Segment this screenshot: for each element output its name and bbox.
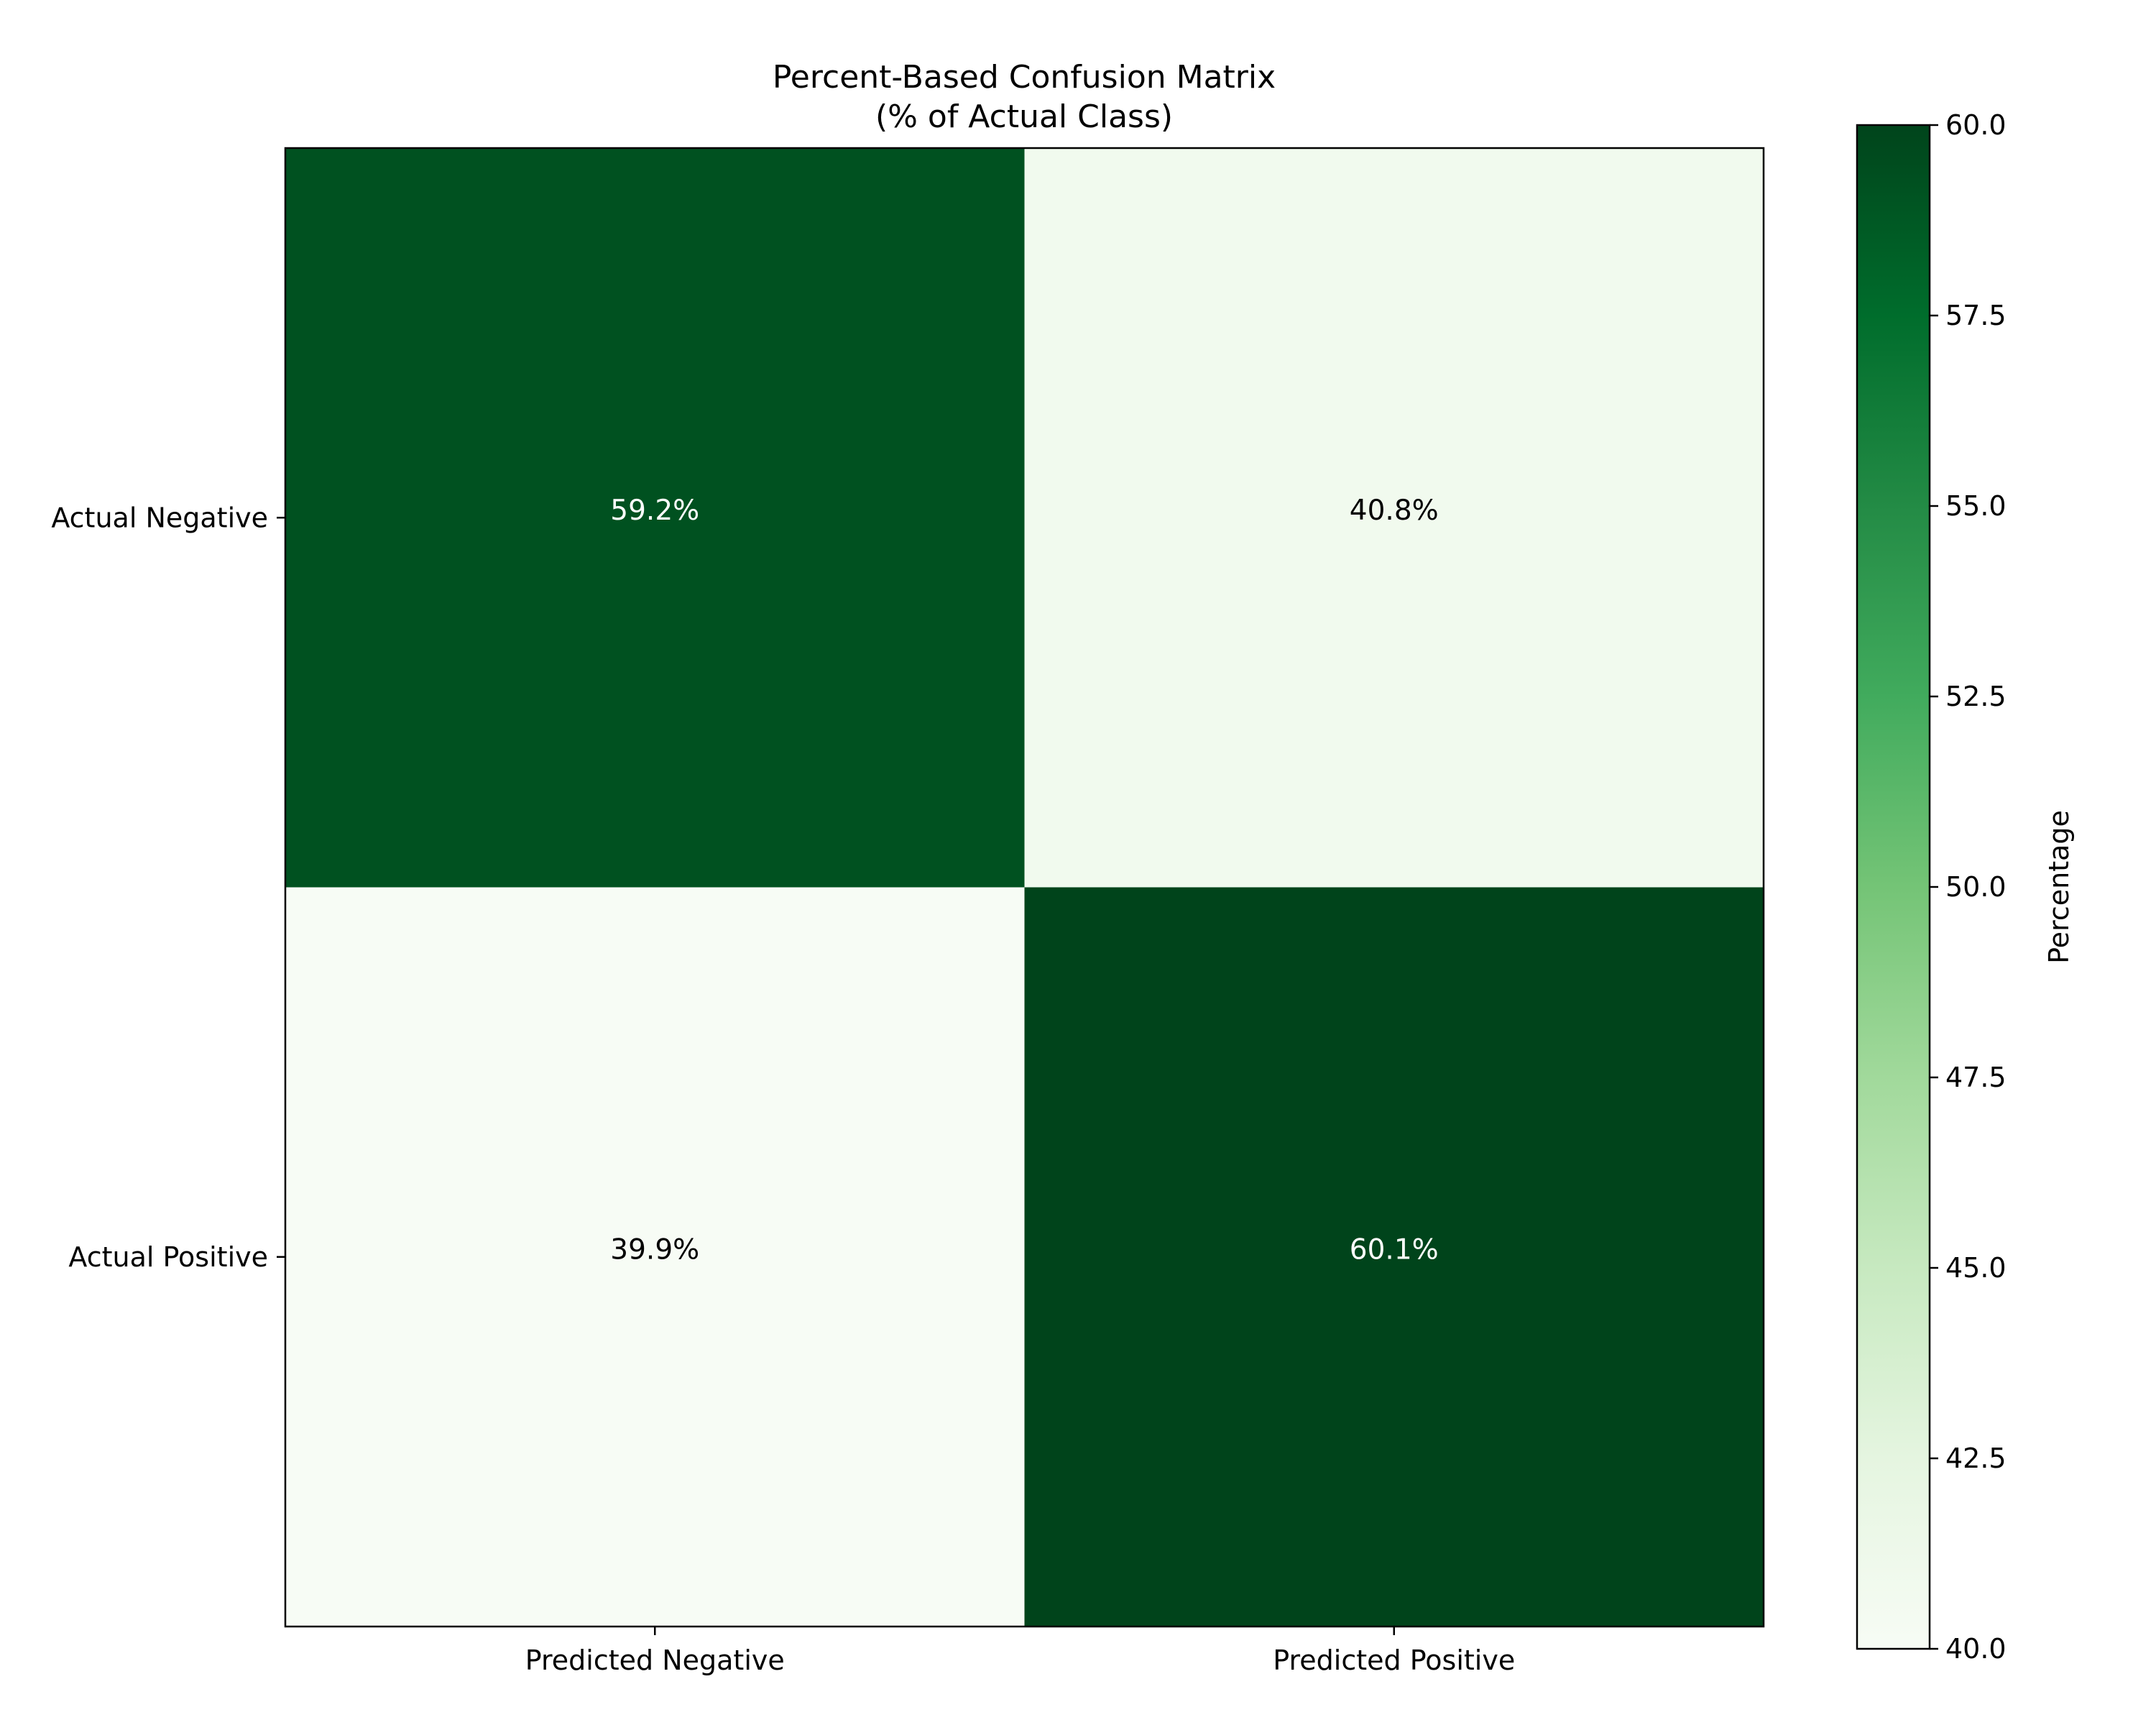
axis-ticks: Actual Negative Actual Positive Predicted … xyxy=(51,502,1515,1676)
colorbar-tick-label: 55.0 xyxy=(1945,490,2007,522)
y-tick-label: Actual Negative xyxy=(51,502,268,533)
colorbar-tick-label: 50.0 xyxy=(1945,871,2007,903)
colorbar-ticks: 40.0 42.5 45.0 47.5 50.0 52.5 55.0 57.5 60.0 xyxy=(1930,109,2007,1665)
heatmap-cell-r0-c0 xyxy=(285,148,1025,888)
plot-frame xyxy=(284,147,1765,1628)
colorbar-tick-label: 60.0 xyxy=(1945,109,2007,141)
heatmap-cell-label-r0-c0: 59.2% xyxy=(610,494,699,527)
colorbar-tick-label: 52.5 xyxy=(1945,681,2007,712)
heatmap-cell-r1-c0 xyxy=(285,887,1025,1627)
heatmap-annotations: 59.2% 40.8% 39.9% 60.1% xyxy=(610,494,1438,1266)
x-tick-label: Predicted Negative xyxy=(525,1644,785,1676)
x-tick-label: Predicted Positive xyxy=(1273,1644,1515,1676)
colorbar-tick-label: 57.5 xyxy=(1945,300,2007,331)
colorbar-tick-label: 45.0 xyxy=(1945,1252,2007,1284)
heatmap-cell-label-r0-c1: 40.8% xyxy=(1350,494,1439,527)
colorbar-label: Percentage xyxy=(2043,810,2075,964)
chart-title-line-1: Percent-Based Confusion Matrix xyxy=(773,59,1276,96)
colorbar-tick-label: 40.0 xyxy=(1945,1633,2007,1665)
colorbar-gradient xyxy=(1856,124,1931,1650)
heatmap-cells xyxy=(285,148,1764,1627)
colorbar-tick-label: 47.5 xyxy=(1945,1062,2007,1093)
y-tick-label: Actual Positive xyxy=(68,1241,268,1273)
heatmap-cell-label-r1-c1: 60.1% xyxy=(1350,1233,1439,1266)
chart-title-line-2: (% of Actual Class) xyxy=(875,98,1173,135)
heatmap-cell-label-r1-c0: 39.9% xyxy=(610,1233,699,1266)
colorbar-tick-label: 42.5 xyxy=(1945,1443,2007,1474)
heatmap-cell-r1-c1 xyxy=(1024,887,1764,1627)
heatmap-cell-r0-c1 xyxy=(1024,148,1764,888)
colorbar: 40.0 42.5 45.0 47.5 50.0 52.5 55.0 57.5 60.0 Per… xyxy=(1856,109,2075,1665)
